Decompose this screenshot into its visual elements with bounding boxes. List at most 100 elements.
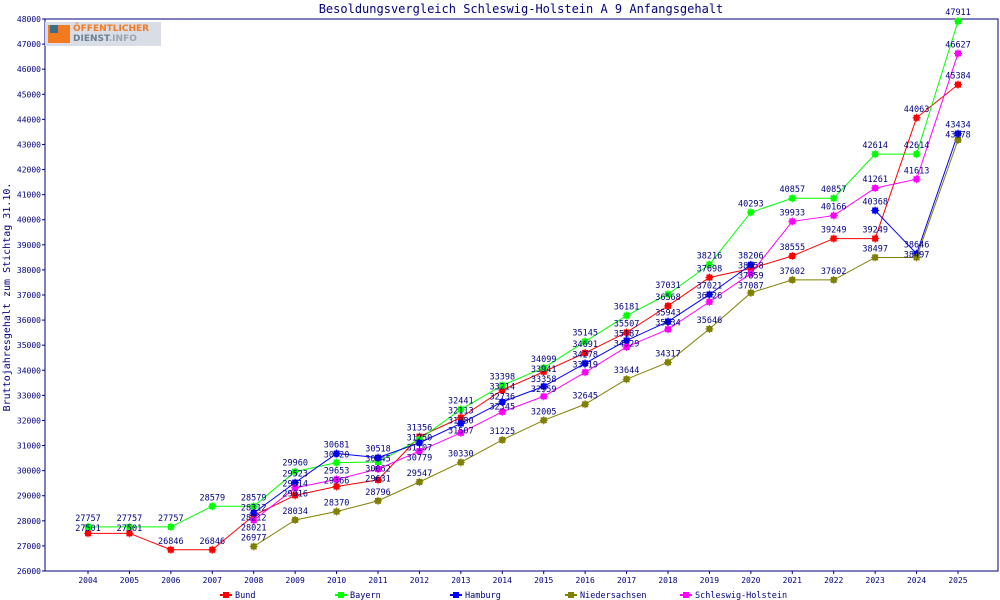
data-label-bayern: 27757 [117, 514, 143, 524]
legend-label-bund: Bund [235, 591, 255, 600]
data-point-niedersachsen-cross [249, 542, 258, 551]
series-lines [84, 17, 962, 554]
data-label-hamburg: 34278 [572, 350, 598, 360]
data-label-bund: 29016 [282, 490, 308, 500]
data-point-schleswig-holstein-cross [539, 392, 548, 401]
data-label-bayern: 42614 [862, 141, 888, 151]
data-point-niedersachsen-cross [746, 288, 755, 297]
data-label-bayern: 37031 [655, 281, 681, 291]
plot-area-frame [44, 18, 999, 572]
data-point-schleswig-holstein-cross [291, 483, 300, 492]
data-labels: 2775727501277572750127757268462857926846… [75, 8, 971, 547]
data-label-bund: 36568 [655, 293, 681, 303]
data-point-niedersachsen-cross [456, 458, 465, 467]
data-point-schleswig-holstein-cross [622, 342, 631, 351]
data-point-bayern-cross [249, 502, 258, 511]
data-point-niedersachsen-cross [954, 135, 962, 144]
data-label-bayern: 47911 [945, 8, 971, 18]
y-axis-ticks: 26000 27000 28000 29000 30000 31000 32000 33000… [17, 15, 45, 576]
data-point-bund-cross [291, 491, 300, 500]
y-tick-label: 47000 [17, 40, 41, 49]
x-tick-label: 2018 [658, 576, 677, 585]
data-point-schleswig-holstein-cross [871, 184, 880, 193]
data-label-bund: 32113 [448, 406, 474, 416]
data-label-hamburg: 32736 [489, 392, 515, 402]
data-label-niedersachsen: 33644 [614, 366, 640, 376]
y-tick-label: 44000 [17, 115, 41, 124]
data-label-bund: 38555 [779, 243, 805, 253]
x-tick-label: 2022 [824, 576, 843, 585]
data-point-schleswig-holstein-cross [912, 175, 921, 184]
data-label-hamburg: 38206 [738, 252, 764, 262]
data-point-bayern-cross [125, 522, 134, 531]
data-point-bayern-cross [581, 337, 590, 346]
x-tick-label: 2010 [327, 576, 346, 585]
legend: Bund Bayern Hamburg Niedersachsen Schleswig-… [220, 591, 787, 600]
data-label-niedersachsen: 32645 [572, 391, 598, 401]
y-tick-label: 40000 [17, 216, 41, 225]
data-point-schleswig-holstein-cross [415, 447, 424, 456]
data-label-schleswig-holstein: 31507 [448, 426, 474, 436]
data-label-bayern: 28579 [241, 493, 267, 503]
data-point-bayern-cross [539, 363, 548, 372]
data-label-schleswig-holstein: 41261 [862, 175, 888, 185]
data-label-bund: 39249 [862, 226, 888, 236]
data-point-bayern-cross [788, 194, 797, 203]
data-point-hamburg-cross [581, 359, 590, 368]
legend-label-niedersachsen: Niedersachsen [580, 591, 647, 600]
data-point-hamburg-cross [746, 260, 755, 269]
legend-label-bayern: Bayern [350, 591, 381, 600]
data-label-schleswig-holstein: 41613 [904, 166, 930, 176]
data-label-bayern: 35145 [572, 329, 598, 339]
data-label-schleswig-holstein: 40166 [821, 203, 847, 213]
data-point-hamburg-cross [249, 508, 258, 517]
data-label-bayern: 27757 [75, 514, 101, 524]
data-label-bund: 29366 [324, 476, 350, 486]
data-label-bund: 39249 [821, 226, 847, 236]
data-label-niedersachsen: 26977 [241, 533, 267, 543]
data-label-niedersachsen: 28370 [324, 499, 350, 509]
y-tick-label: 34000 [17, 366, 41, 375]
data-label-schleswig-holstein: 39933 [779, 208, 805, 218]
data-point-schleswig-holstein-cross [829, 211, 838, 220]
data-label-bund: 33214 [489, 382, 515, 392]
data-point-bayern-cross [705, 260, 714, 269]
data-point-bund-cross [664, 301, 672, 310]
y-tick-label: 28000 [17, 517, 41, 526]
x-tick-label: 2013 [451, 576, 470, 585]
data-point-bayern-cross [166, 522, 175, 531]
data-label-schleswig-holstein: 30062 [365, 465, 391, 475]
data-label-hamburg: 35187 [614, 329, 640, 339]
data-label-hamburg: 29523 [282, 470, 308, 480]
data-label-hamburg: 31107 [407, 444, 433, 454]
series-line-schleswig-holstein [253, 53, 959, 521]
x-tick-label: 2020 [741, 576, 760, 585]
x-tick-label: 2017 [617, 576, 636, 585]
data-point-niedersachsen-cross [829, 275, 838, 284]
oeffentlicher-dienst-logo: ÖFFENTLICHER DIENST.INFO [45, 22, 161, 46]
data-point-bund-cross [622, 328, 631, 337]
data-point-hamburg-cross [374, 453, 382, 462]
data-point-niedersachsen-cross [664, 358, 672, 367]
data-point-niedersachsen-cross [705, 324, 714, 333]
data-point-hamburg-cross [332, 449, 341, 458]
data-label-schleswig-holstein: 46627 [945, 40, 971, 50]
x-tick-label: 2007 [203, 576, 222, 585]
data-label-bayern: 31250 [407, 434, 433, 444]
x-tick-label: 2009 [286, 576, 305, 585]
data-label-bayern: 34099 [531, 355, 557, 365]
data-label-bayern: 36181 [614, 303, 640, 313]
data-label-bund: 37698 [697, 264, 723, 274]
y-tick-label: 36000 [17, 316, 41, 325]
data-label-niedersachsen: 43178 [945, 131, 971, 141]
data-point-hamburg-cross [539, 382, 548, 391]
data-label-bayern: 32441 [448, 396, 474, 406]
y-tick-label: 35000 [17, 341, 41, 350]
y-tick-label: 45000 [17, 90, 41, 99]
series-line-niedersachsen [253, 139, 959, 547]
data-point-bund-cross [829, 234, 838, 243]
data-label-bayern: 29960 [282, 459, 308, 469]
data-label-bayern: 30345 [365, 455, 391, 465]
data-label-schleswig-holstein: 32345 [489, 402, 515, 412]
